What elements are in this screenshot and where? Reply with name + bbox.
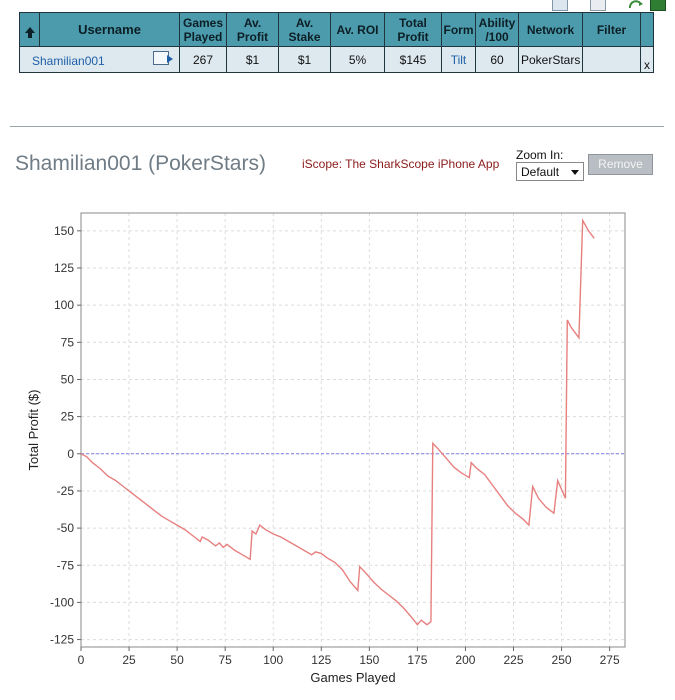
total-profit-value: $145 [384,46,442,73]
header-total-profit[interactable]: Total Profit [384,12,442,47]
chevron-down-icon [571,170,579,175]
x-tick-label: 50 [170,653,184,667]
x-tick-label: 275 [600,653,620,667]
x-tick-label: 200 [455,653,475,667]
x-axis: 0 25 50 75 100 125 150 175 200 225 250 275 [78,647,620,667]
y-axis: -125 -100 -75 -50 -25 0 25 50 75 100 125 150 [50,224,81,647]
x-tick-label: 25 [122,653,136,667]
y-tick-label: 50 [61,372,75,386]
games-played-value: 267 [179,46,227,73]
y-tick-label: 150 [54,224,74,238]
save-icon[interactable] [552,0,568,11]
av-profit-value: $1 [226,46,279,73]
y-tick-label: 0 [67,447,74,461]
series-group [80,217,595,626]
zoom-select-value: Default [521,165,560,179]
x-tick-label: 0 [78,653,85,667]
y-tick-label: -50 [57,521,75,535]
username-link[interactable]: Shamilian001 [32,54,105,68]
y-tick-label: 100 [54,298,74,312]
remove-button[interactable]: Remove [588,154,653,175]
toolbar-icons [540,0,675,12]
form-cell: Tilt [441,46,476,73]
header-form[interactable]: Form [441,12,476,47]
header-ability[interactable]: Ability/100 [475,12,519,47]
y-tick-label: -125 [50,633,74,647]
section-divider [10,126,664,127]
y-axis-label: Total Profit ($) [26,390,41,471]
zoom-select[interactable]: Default [516,162,584,181]
results-table: Username Games Played Av. Profit Av. Stake … [19,12,654,73]
popout-icon[interactable] [650,0,666,11]
header-username[interactable]: Username [39,12,180,47]
y-tick-label: 25 [61,410,75,424]
chart-title: Shamilian001 (PokerStars) [15,152,266,175]
network-value: PokerStars [518,46,583,73]
remove-row-link[interactable]: x [640,46,654,73]
header-av-profit[interactable]: Av. Profit [226,12,279,47]
y-tick-label: -75 [57,558,75,572]
header-filter[interactable]: Filter [582,12,641,47]
chart-grid [80,213,625,647]
x-tick-label: 100 [263,653,283,667]
x-tick-label: 250 [552,653,572,667]
refresh-icon[interactable] [628,0,644,11]
sort-up-icon [24,26,35,38]
x-axis-label: Games Played [310,670,395,685]
y-tick-label: 75 [61,335,75,349]
profit-series-line [80,217,595,626]
header-games-played[interactable]: Games Played [179,12,227,47]
av-roi-value: 5% [330,46,385,73]
form-link[interactable]: Tilt [450,52,467,67]
plot-area [80,212,626,648]
header-av-roi[interactable]: Av. ROI [330,12,385,47]
x-tick-label: 225 [503,653,523,667]
y-tick-label: 125 [54,261,74,275]
x-tick-label: 150 [359,653,379,667]
y-tick-label: -100 [50,595,74,609]
x-tick-label: 75 [218,653,232,667]
username-cell: Shamilian001 [19,46,180,73]
ability-value: 60 [475,46,519,73]
x-tick-label: 125 [311,653,331,667]
profit-chart: 0 25 50 75 100 125 150 175 200 225 250 275 -125-100… [26,212,626,685]
iscope-link[interactable]: iScope: The SharkScope iPhone App [302,157,500,171]
show-graph-icon[interactable] [153,51,173,65]
x-tick-label: 175 [407,653,427,667]
table-row: Shamilian001 267 $1 $1 5% $145 Tilt 60 P… [19,46,654,73]
y-tick-label: -25 [57,484,75,498]
sort-column-header[interactable] [19,12,40,47]
zoom-label: Zoom In: [516,148,564,162]
header-av-stake[interactable]: Av. Stake [278,12,331,47]
header-spacer [640,12,654,47]
header-network[interactable]: Network [518,12,583,47]
copy-icon[interactable] [590,0,606,11]
av-stake-value: $1 [278,46,331,73]
filter-value [582,46,641,73]
